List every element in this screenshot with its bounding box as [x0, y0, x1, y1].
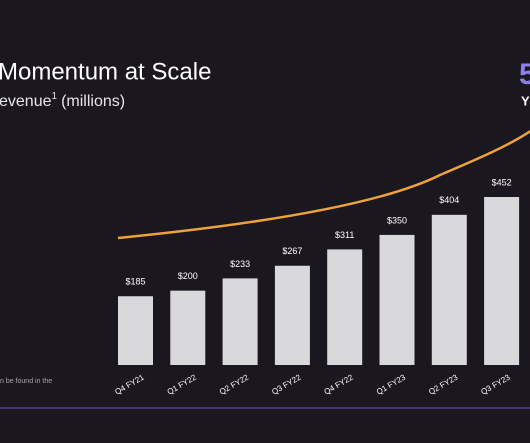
bar	[327, 249, 363, 365]
subtitle-unit: (millions)	[61, 93, 125, 110]
value-label: $404	[439, 195, 459, 205]
value-label: $185	[125, 277, 145, 287]
headline-caption: Y	[521, 93, 530, 108]
value-label: $200	[178, 271, 198, 281]
bar	[118, 296, 153, 365]
bar	[379, 234, 415, 365]
bar	[274, 265, 310, 365]
subtitle-text: evenue	[0, 93, 52, 110]
value-label: $267	[282, 246, 302, 256]
bar	[170, 290, 206, 365]
subtitle: evenue1 (millions)	[0, 91, 125, 111]
headline-figure: 5	[519, 58, 530, 91]
value-label: $452	[492, 177, 512, 187]
value-label: $350	[387, 215, 407, 225]
value-label: $311	[335, 230, 354, 240]
bar	[222, 278, 258, 365]
bar	[484, 197, 520, 365]
subtitle-sup: 1	[52, 91, 58, 102]
chart-title: Momentum at Scale	[0, 58, 211, 85]
trend-curve	[117, 129, 530, 240]
value-label: $233	[230, 259, 250, 269]
bar	[431, 214, 467, 365]
footnote: n be found in the	[0, 378, 52, 385]
